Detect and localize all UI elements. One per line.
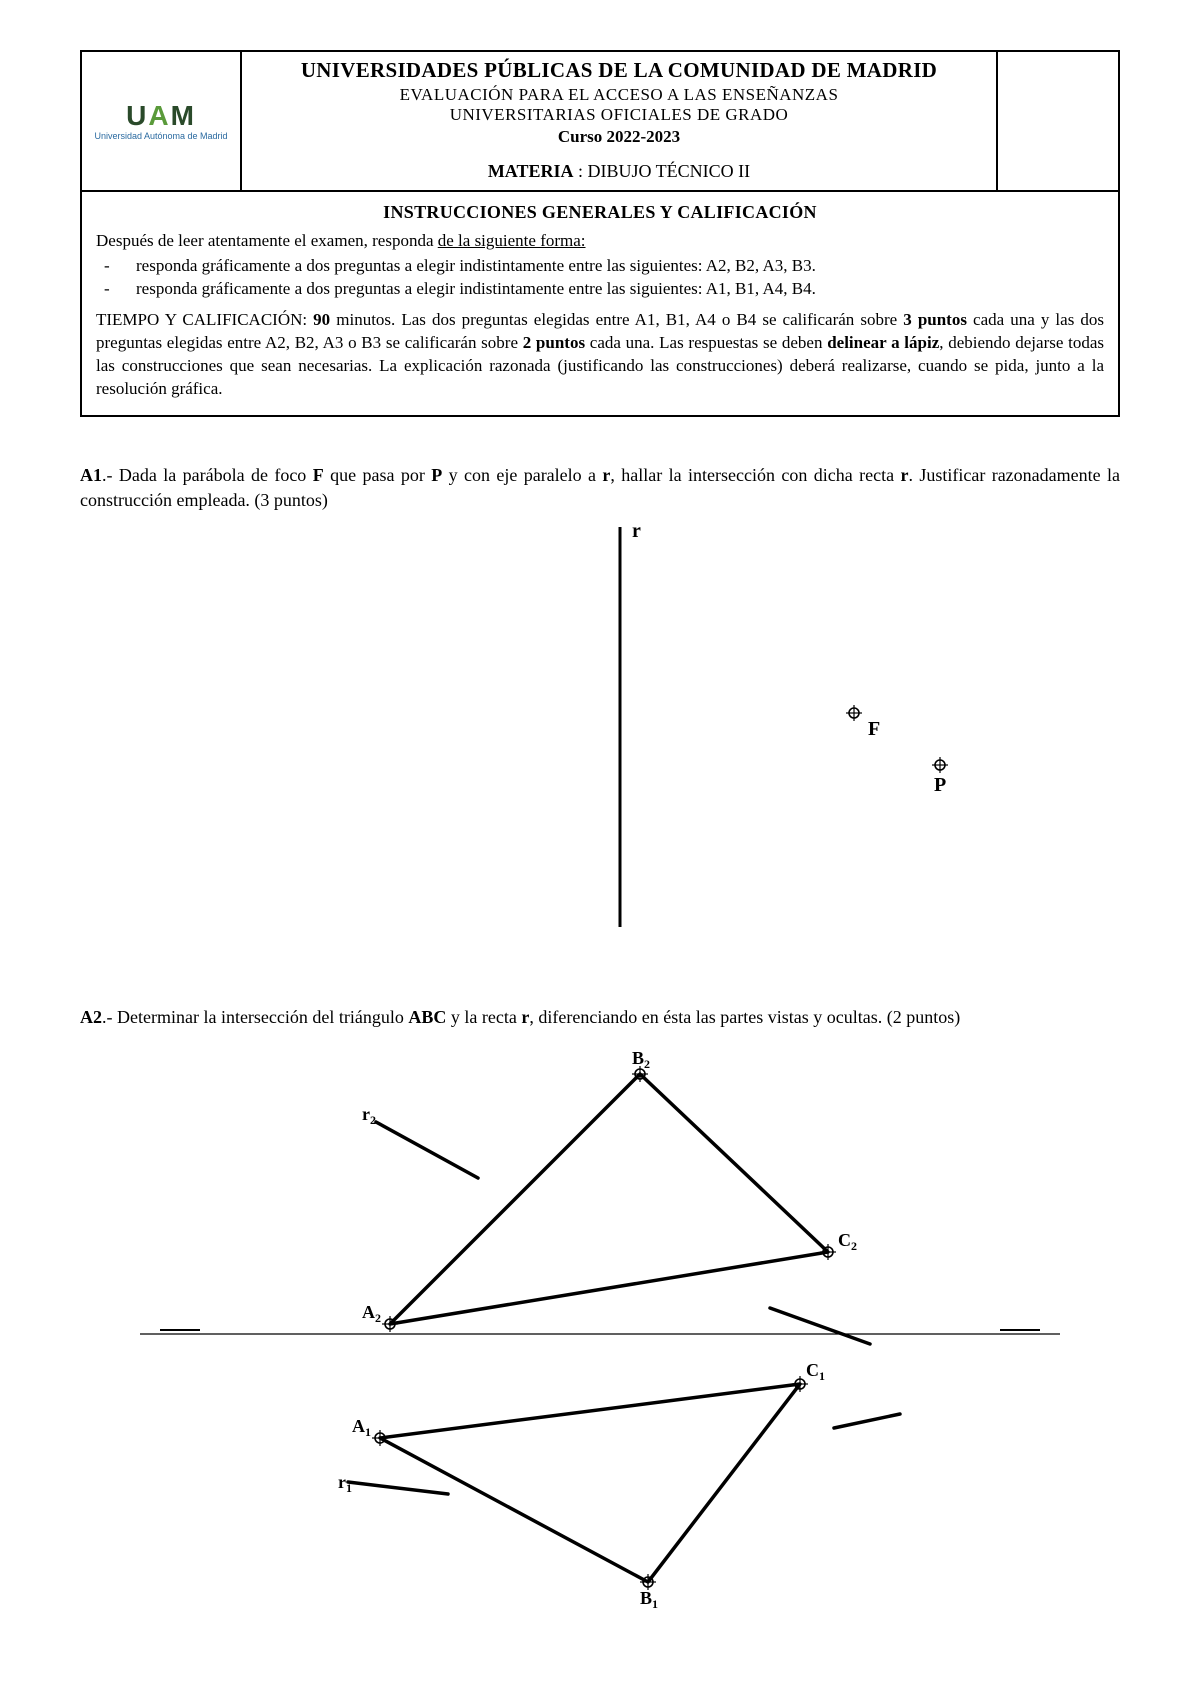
svg-text:r2: r2 [362,1104,376,1127]
svg-text:A2: A2 [362,1302,381,1325]
q2-id: A2 [80,1007,102,1027]
title-line2: EVALUACIÓN PARA EL ACCESO A LAS ENSEÑANZ… [246,85,992,105]
uam-logo: UAM [126,100,196,132]
materia-sep: : [578,161,588,181]
logo-cell: UAM Universidad Autónoma de Madrid [82,52,242,190]
svg-text:A1: A1 [352,1416,371,1439]
svg-text:C1: C1 [806,1360,825,1383]
instructions-title: INSTRUCCIONES GENERALES Y CALIFICACIÓN [96,200,1104,224]
svg-text:P: P [934,774,946,796]
figure-a1-svg: r F P [80,519,1120,959]
intro-pre: Después de leer atentamente el examen, r… [96,231,438,250]
svg-text:B2: B2 [632,1048,650,1071]
intro-underline: de la siguiente forma: [438,231,586,250]
instruction-bullet-1: responda gráficamente a dos preguntas a … [120,255,1104,278]
instructions-intro: Después de leer atentamente el examen, r… [96,230,1104,253]
instructions-cell: INSTRUCCIONES GENERALES Y CALIFICACIÓN D… [82,192,1118,415]
materia-line: MATERIA : DIBUJO TÉCNICO II [246,161,992,182]
materia-value: DIBUJO TÉCNICO II [588,161,751,181]
curso-line: Curso 2022-2023 [246,127,992,147]
instructions-list: responda gráficamente a dos preguntas a … [120,255,1104,301]
blank-cell [998,52,1118,190]
title-line1: UNIVERSIDADES PÚBLICAS DE LA COMUNIDAD D… [246,58,992,83]
q1-id: A1 [80,465,102,485]
title-cell: UNIVERSIDADES PÚBLICAS DE LA COMUNIDAD D… [242,52,998,190]
header-box: UAM Universidad Autónoma de Madrid UNIVE… [80,50,1120,417]
uam-logo-subtitle: Universidad Autónoma de Madrid [94,132,227,142]
instructions-tiempo: TIEMPO Y CALIFICACIÓN: 90 minutos. Las d… [96,309,1104,401]
q2-text: .- Determinar la intersección del triáng… [102,1007,960,1027]
title-line3: UNIVERSITARIAS OFICIALES DE GRADO [246,105,992,125]
svg-text:r: r [632,520,641,542]
header-top-row: UAM Universidad Autónoma de Madrid UNIVE… [82,52,1118,192]
svg-text:B1: B1 [640,1588,658,1611]
figure-a2-svg: A2 B2 C2 A1 B1 C1 r2 r1 [80,1034,1120,1614]
question-a1: A1.- Dada la parábola de foco F que pasa… [80,463,1120,513]
q1-text: .- Dada la parábola de foco F que pasa p… [80,465,1120,510]
svg-text:F: F [868,718,880,740]
exam-page: UAM Universidad Autónoma de Madrid UNIVE… [0,0,1200,1698]
svg-text:r1: r1 [338,1472,352,1495]
figure-a2: A2 B2 C2 A1 B1 C1 r2 r1 [80,1034,1120,1614]
figure-a1: r F P [80,519,1120,959]
svg-text:C2: C2 [838,1230,857,1253]
question-a2: A2.- Determinar la intersección del triá… [80,1005,1120,1030]
instruction-bullet-2: responda gráficamente a dos preguntas a … [120,278,1104,301]
materia-label: MATERIA [488,161,574,181]
